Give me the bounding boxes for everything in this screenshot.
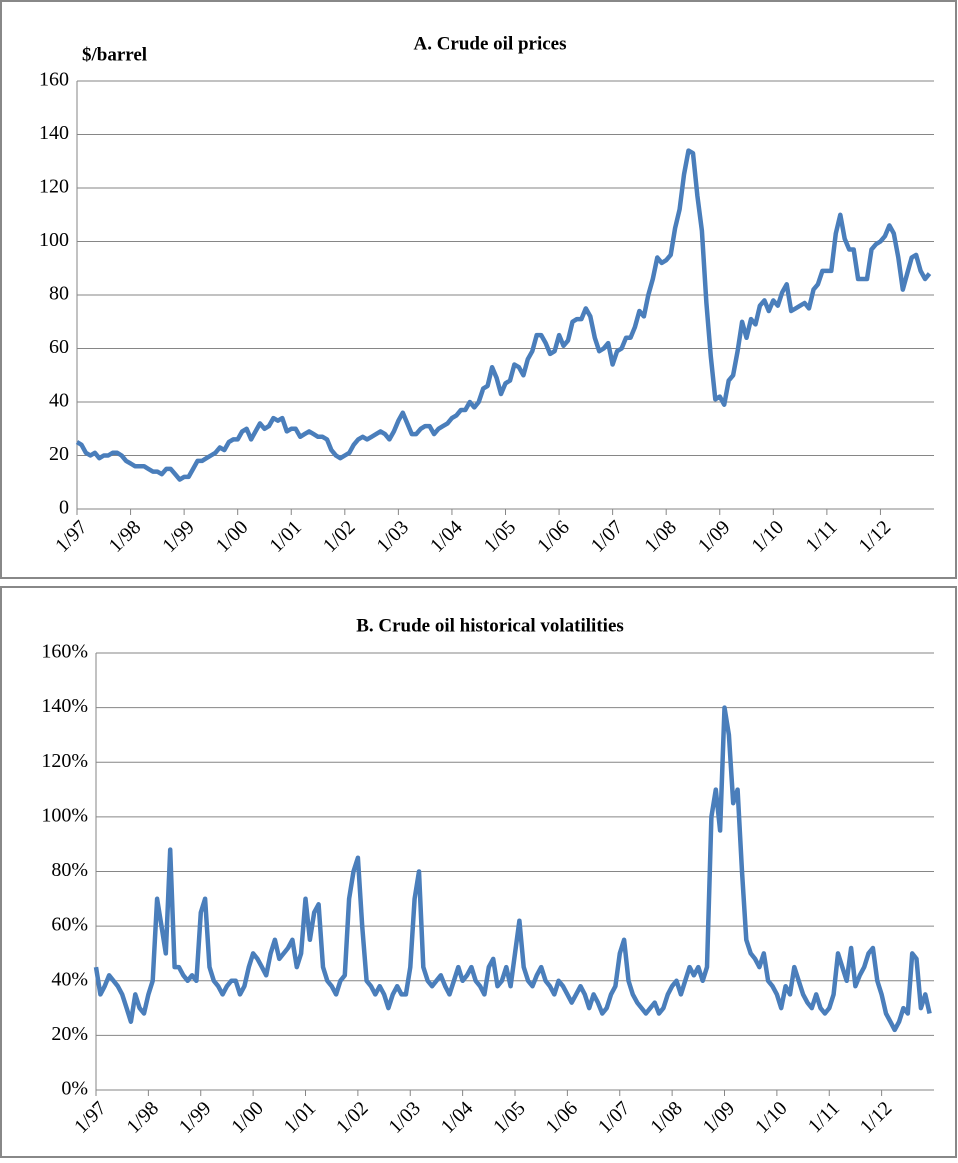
x-tick-label: 1/11 xyxy=(801,516,841,556)
x-tick-label: 1/10 xyxy=(747,516,788,557)
chart-title: A. Crude oil prices xyxy=(413,33,566,54)
x-tick-label: 1/09 xyxy=(699,1097,740,1138)
x-tick-label: 1/01 xyxy=(265,516,306,557)
x-tick-label: 1/12 xyxy=(856,1097,897,1138)
x-tick-label: 1/08 xyxy=(646,1097,687,1138)
x-tick-label: 1/99 xyxy=(175,1097,216,1138)
x-tick-label: 1/99 xyxy=(158,516,199,557)
x-tick-label: 1/98 xyxy=(105,516,146,557)
x-tick-label: 1/05 xyxy=(480,516,521,557)
y-tick-label: 100 xyxy=(39,229,69,251)
y-tick-label: 0 xyxy=(59,497,69,519)
y-tick-label: 100% xyxy=(41,804,88,826)
y-tick-label: 60 xyxy=(49,336,69,358)
x-tick-label: 1/08 xyxy=(640,516,681,557)
y-tick-label: 140% xyxy=(41,695,88,717)
x-tick-label: 1/04 xyxy=(437,1097,478,1138)
x-tick-label: 1/97 xyxy=(51,516,92,557)
x-tick-label: 1/00 xyxy=(227,1097,268,1138)
x-tick-label: 1/03 xyxy=(384,1097,425,1138)
y-tick-label: 160% xyxy=(41,641,88,663)
y-tick-label: 140 xyxy=(39,122,69,144)
y-tick-label: 80% xyxy=(51,859,88,881)
x-tick-label: 1/11 xyxy=(804,1097,844,1137)
x-tick-label: 1/97 xyxy=(70,1097,111,1138)
x-tick-label: 1/04 xyxy=(426,516,467,557)
y-tick-label: 120 xyxy=(39,176,69,198)
y-tick-label: 0% xyxy=(61,1078,88,1100)
x-tick-label: 1/03 xyxy=(372,516,413,557)
y-tick-label: 20% xyxy=(51,1023,88,1045)
x-tick-label: 1/02 xyxy=(319,516,360,557)
x-tick-label: 1/06 xyxy=(533,516,574,557)
y-tick-label: 40 xyxy=(49,390,69,412)
chart-title: B. Crude oil historical volatilities xyxy=(356,615,624,636)
x-tick-label: 1/01 xyxy=(280,1097,321,1138)
x-tick-label: 1/07 xyxy=(594,1097,635,1138)
x-tick-label: 1/05 xyxy=(489,1097,530,1138)
x-tick-label: 1/07 xyxy=(587,516,628,557)
panel-border xyxy=(0,0,957,579)
x-tick-label: 1/10 xyxy=(751,1097,792,1138)
y-axis-label: $/barrel xyxy=(82,44,147,65)
y-tick-label: 60% xyxy=(51,914,88,936)
x-tick-label: 1/00 xyxy=(212,516,253,557)
y-tick-label: 120% xyxy=(41,750,88,772)
panel-border xyxy=(0,586,957,1158)
y-tick-label: 40% xyxy=(51,968,88,990)
line xyxy=(93,705,932,1033)
x-tick-label: 1/09 xyxy=(694,516,735,557)
y-tick-label: 160 xyxy=(39,69,69,91)
y-tick-label: 20 xyxy=(49,443,69,465)
y-tick-label: 80 xyxy=(49,283,69,305)
x-tick-label: 1/02 xyxy=(332,1097,373,1138)
line xyxy=(75,148,932,482)
x-tick-label: 1/98 xyxy=(122,1097,163,1138)
x-tick-label: 1/06 xyxy=(541,1097,582,1138)
x-tick-label: 1/12 xyxy=(855,516,896,557)
